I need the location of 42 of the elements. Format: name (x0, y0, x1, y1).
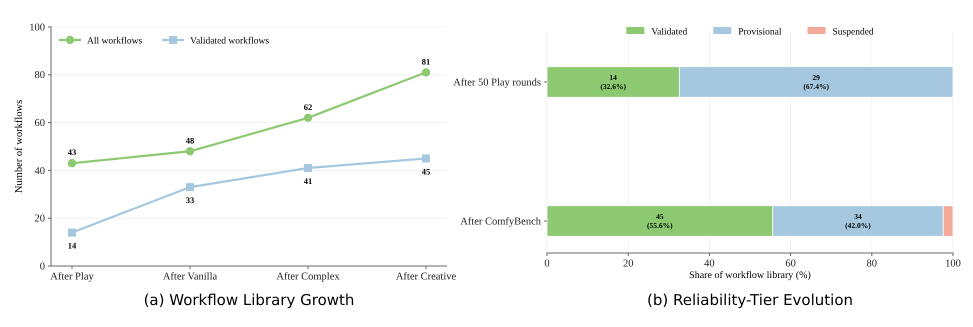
data-label: 41 (304, 176, 312, 186)
data-label: 14 (68, 240, 77, 251)
y-tick-label: After ComfyBench (460, 216, 542, 228)
y-tick-label: 80 (34, 70, 45, 82)
y-tick-label: 20 (34, 214, 45, 225)
data-label: 81 (422, 56, 430, 66)
x-tick-label: 100 (945, 258, 961, 270)
x-tick-label: After Vanilla (162, 271, 218, 282)
text: (b) Reliability-Tier Evolution (646, 291, 854, 309)
point (304, 114, 312, 122)
x-tick-label: 20 (622, 258, 634, 270)
x-tick-label: After Complex (276, 271, 340, 282)
y-tick-label: After 50 Play rounds (453, 77, 541, 88)
text: (a) Workflow Library Growth (144, 291, 354, 309)
legend-label: Suspended (832, 28, 874, 38)
x-tick-label: 40 (704, 258, 715, 270)
point (186, 147, 194, 156)
point (186, 183, 194, 192)
data-label: 48 (186, 135, 194, 146)
point (68, 159, 76, 168)
x-tick-label: 80 (866, 258, 878, 270)
data-label: 43 (68, 147, 76, 158)
point (422, 154, 430, 162)
x-axis-title: Share of workflow library (%) (689, 270, 811, 281)
y-tick-label: 40 (34, 166, 45, 177)
legend-label: Provisional (738, 28, 782, 38)
x-tick-label: After Creative (396, 271, 457, 282)
x-tick-label: 60 (785, 258, 796, 270)
legend-label: Validated (651, 28, 688, 38)
data-label: 33 (186, 195, 194, 206)
point (304, 164, 312, 172)
y-axis-title: Number of workflows (14, 100, 25, 194)
legend-label: All workflows (87, 36, 142, 46)
x-tick-label: 0 (544, 258, 550, 270)
data-label: 62 (304, 102, 312, 112)
point (68, 228, 76, 237)
x-tick-label: After Play (50, 271, 94, 282)
y-tick-label: 60 (34, 118, 45, 129)
legend-label: Validated workflows (190, 36, 270, 46)
point (422, 68, 430, 77)
y-tick-label: 100 (29, 22, 45, 34)
data-label: 45 (422, 166, 430, 176)
